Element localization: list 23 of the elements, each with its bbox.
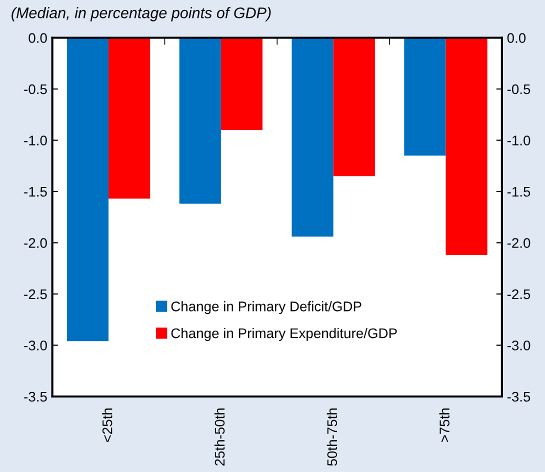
y2-tick-label: -0.5 — [507, 84, 530, 94]
y-tick-label: -1.5 — [24, 186, 47, 197]
y-tick-label: -2.0 — [24, 238, 47, 248]
y-tick-label: -3.5 — [24, 392, 47, 402]
x-tick-label: 25th-50th — [214, 408, 225, 466]
x-tick-label: <25th — [102, 408, 112, 442]
y-tick-label: -3.0 — [24, 340, 47, 350]
y2-tick-label: -3.5 — [507, 392, 530, 402]
y-tick-label: -1.0 — [24, 136, 47, 146]
x-tick-label: 50th-75th — [326, 408, 338, 466]
y2-tick-label: 0.0 — [507, 33, 526, 43]
y-tick-label: 0.0 — [28, 33, 47, 43]
y2-tick-label: -1.0 — [507, 136, 530, 146]
y2-tick-label: -2.0 — [507, 238, 530, 248]
y-tick-label: -2.5 — [24, 289, 47, 300]
legend-label: Change in Primary Deficit/GDP — [171, 301, 362, 314]
x-tick-label: >75th — [439, 408, 450, 442]
y2-tick-label: -2.5 — [507, 289, 530, 300]
y2-tick-label: -1.5 — [507, 186, 530, 197]
y-tick-label: -0.5 — [24, 84, 47, 94]
y2-tick-label: -3.0 — [507, 340, 530, 350]
chart-subtitle: (Median, in percentage points of GDP) — [12, 7, 271, 22]
legend-label: Change in Primary Expenditure/GDP — [171, 328, 397, 341]
